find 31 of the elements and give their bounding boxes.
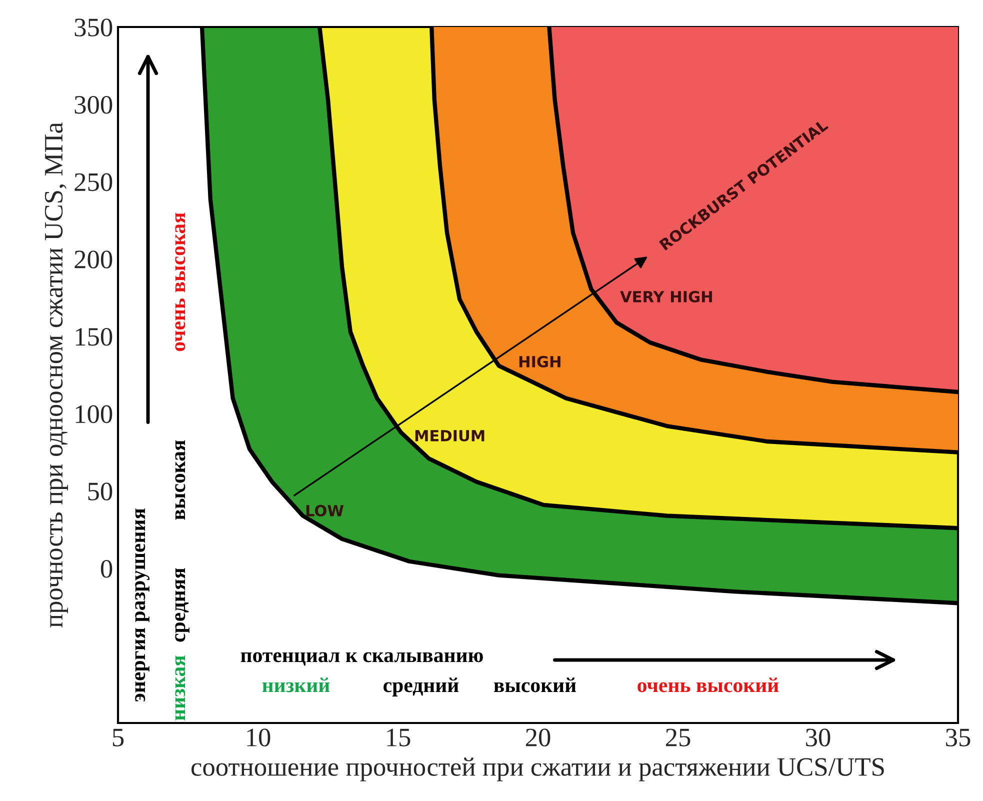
annotation: низкий <box>262 678 330 692</box>
annotation: высокий <box>494 678 576 692</box>
x-tick-label: 30 <box>806 728 830 746</box>
x-tick-label: 10 <box>247 728 270 746</box>
annotation: LOW <box>306 504 344 516</box>
y-tick-label: 350 <box>74 18 112 36</box>
x-tick-label: 25 <box>666 728 690 746</box>
annotation: очень высокий <box>638 678 779 692</box>
annotation: средний <box>384 678 459 696</box>
x-tick-label: 20 <box>526 728 550 746</box>
annotation: низкая <box>175 656 186 720</box>
y-tick-label: 50 <box>88 482 112 500</box>
annotation: высокая <box>175 440 186 520</box>
y-tick-label: 200 <box>74 250 112 268</box>
y-tick-label: 0 <box>100 560 112 578</box>
annotation: энергия разрушения <box>135 508 150 702</box>
annotation: очень высокая <box>175 212 186 352</box>
x-axis-title: соотношение прочностей при сжатии и растяжении UCS/UTS <box>191 758 884 782</box>
annotation: HIGH <box>519 356 560 368</box>
y-tick-label: 300 <box>74 96 112 114</box>
x-tick-label: 5 <box>112 728 124 746</box>
y-tick-label: 250 <box>74 173 112 192</box>
annotation: MEDIUM <box>415 430 484 442</box>
annotation: VERY HIGH <box>620 290 712 302</box>
x-tick-label: 15 <box>387 728 410 746</box>
y-tick-label: 150 <box>76 328 112 346</box>
y-axis-title: прочность при одноосном сжатии UCS, МПа <box>44 122 68 628</box>
annotation: средняя <box>175 568 190 642</box>
x-tick-label: 35 <box>946 728 970 746</box>
annotation: потенциал к скалыванию <box>240 652 483 666</box>
y-tick-label: 100 <box>76 405 112 424</box>
